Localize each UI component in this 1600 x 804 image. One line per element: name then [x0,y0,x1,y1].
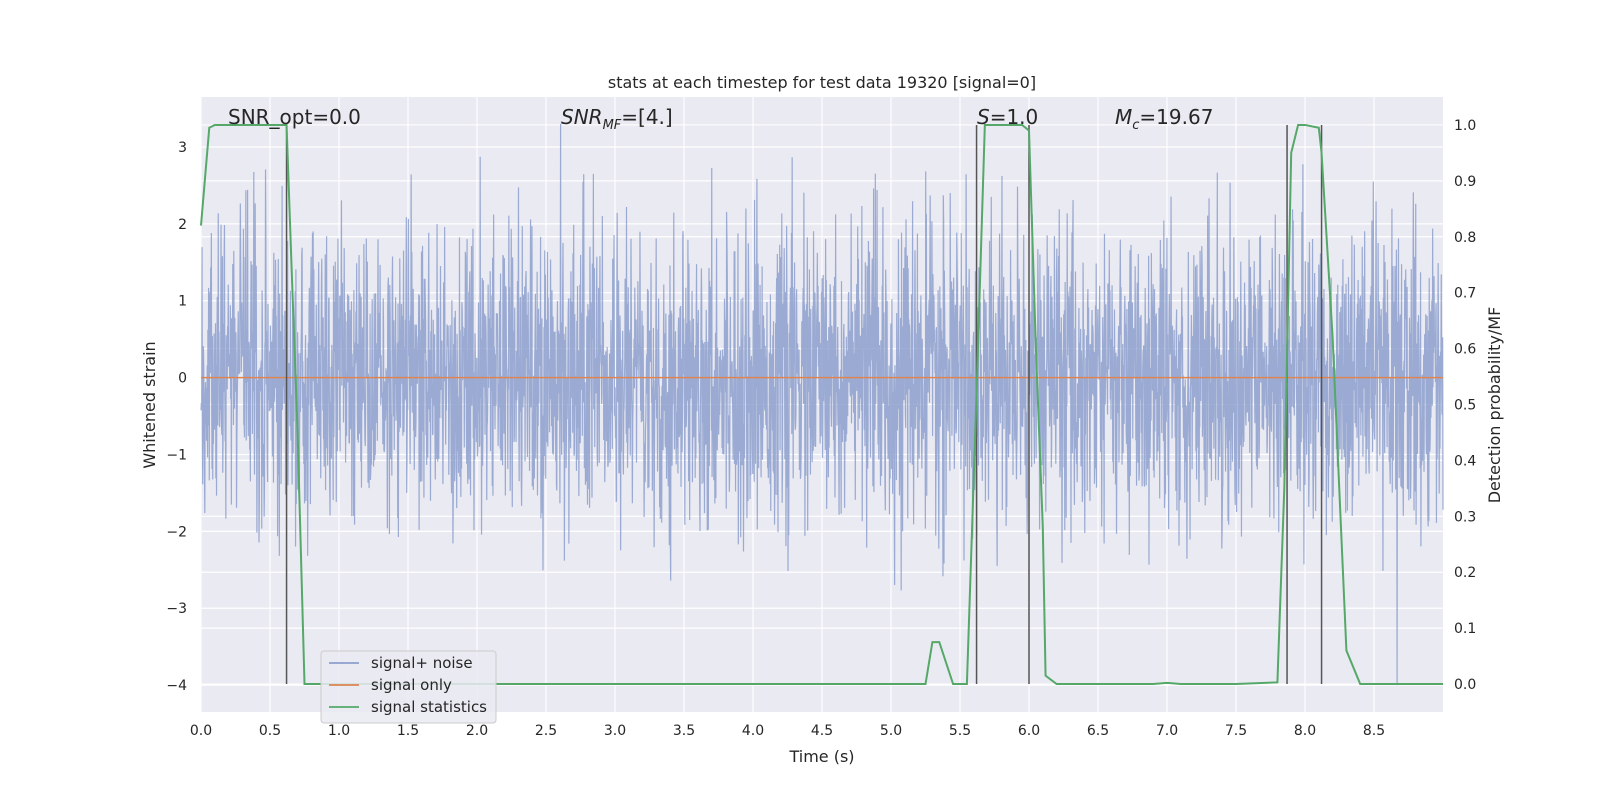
y-tick-label-right: 0.4 [1454,453,1476,469]
x-tick-label: 7.0 [1156,723,1178,739]
x-tick-label: 4.0 [742,723,764,739]
x-tick-label: 3.0 [604,723,626,739]
x-tick-label: 4.5 [811,723,833,739]
y-tick-label-right: 0.0 [1454,677,1476,693]
y-axis-label-left: Whitened strain [140,341,159,468]
signal-statistics-line [200,123,1443,686]
annotation-s: S=1.0 [977,105,1038,129]
x-tick-label: 1.0 [328,723,350,739]
x-tick-label: 2.0 [466,723,488,739]
y-axis-label-right: Detection probability/MF [1485,307,1504,504]
x-tick-label: 6.5 [1087,723,1109,739]
y-tick-label-left: 0 [178,371,187,387]
legend: signal+ noise signal only signal statist… [320,650,497,724]
x-axis-label: Time (s) [788,747,854,766]
legend-label-signal-only: signal only [371,676,452,694]
x-tick-label: 6.0 [1018,723,1040,739]
y-tick-label-right: 0.7 [1454,286,1476,302]
legend-label-signal-noise: signal+ noise [371,654,473,672]
legend-label-signal-statistics: signal statistics [371,698,487,716]
y-tick-label-right: 0.6 [1454,342,1476,358]
x-tick-label: 3.5 [673,723,695,739]
x-tick-label: 5.5 [949,723,971,739]
signal-noise-line [200,123,1444,686]
tick-labels: 0.0 0.5 1.0 1.5 2.0 2.5 3.0 3.5 4.0 4.5 5.0 5.5 6.0 6… [166,118,1476,739]
annotation-mc-value: =19.67 [1139,105,1213,129]
annotation-mc: Mc=19.67 [1115,105,1213,133]
y-tick-label-left: 2 [178,217,187,233]
x-tick-label: 8.5 [1363,723,1385,739]
x-tick-label: 5.0 [880,723,902,739]
legend-box [320,650,497,724]
x-tick-label: 7.5 [1225,723,1247,739]
x-tick-label: 0.0 [190,723,212,739]
y-tick-label-right: 0.5 [1454,398,1476,414]
y-tick-label-right: 0.3 [1454,509,1476,525]
y-tick-label-left: 1 [178,294,187,310]
x-tick-label: 1.5 [397,723,419,739]
y-tick-label-left: −2 [166,524,187,540]
annotation-s-value: =1.0 [990,105,1039,129]
y-tick-label-right: 0.9 [1454,174,1476,190]
y-tick-label-left: 3 [178,140,187,156]
x-tick-label: 2.5 [535,723,557,739]
x-tick-label: 8.0 [1294,723,1316,739]
annotation-snr-mf-value: =[4.] [621,105,672,129]
annotation-snr-mf: SNRMF=[4.] [561,105,673,133]
y-tick-label-right: 1.0 [1454,118,1476,134]
y-tick-label-right: 0.1 [1454,621,1476,637]
y-tick-label-right: 0.8 [1454,230,1476,246]
vertical-marker-lines [285,124,1323,685]
y-tick-label-right: 0.2 [1454,565,1476,581]
y-tick-label-left: −3 [166,601,187,617]
x-tick-label: 0.5 [259,723,281,739]
y-tick-label-left: −4 [166,678,187,694]
y-tick-label-left: −1 [166,447,187,463]
signal-statistics-series [200,123,1443,686]
chart-title: stats at each timestep for test data 193… [608,73,1036,92]
signal-noise-series [200,123,1444,686]
annotation-snr-opt: SNR_opt=0.0 [228,105,361,129]
